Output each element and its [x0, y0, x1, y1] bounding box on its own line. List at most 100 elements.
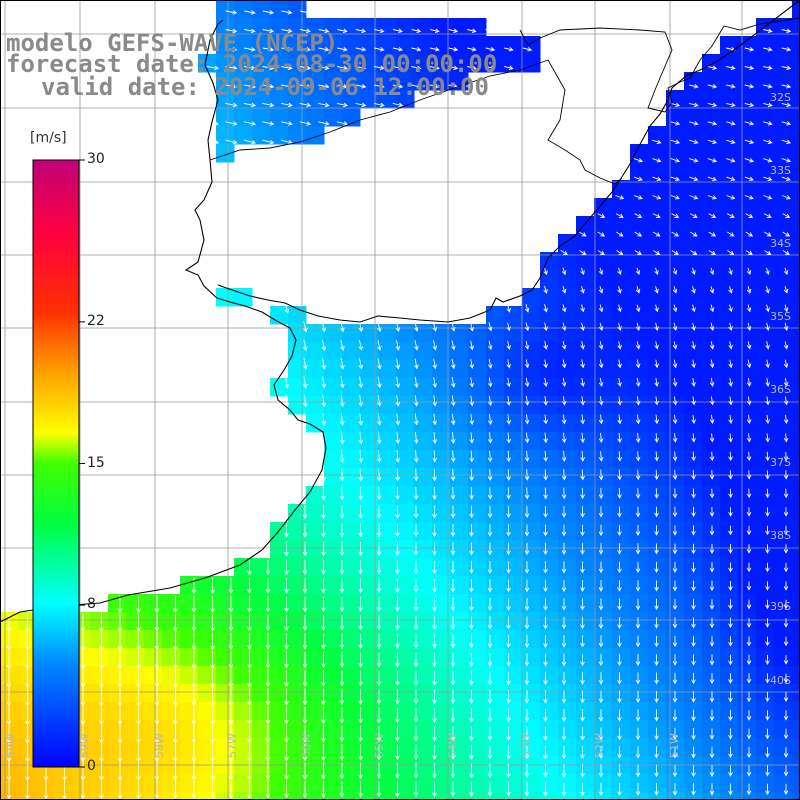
wind-cell [666, 396, 685, 415]
wind-arrow [432, 615, 437, 631]
wind-arrow [191, 724, 197, 744]
wind-arrow [522, 46, 533, 52]
wind-cell [684, 774, 703, 793]
wind-arrow [299, 65, 312, 71]
wind-arrow [670, 158, 681, 163]
wind-cell [738, 594, 757, 613]
wind-cell [756, 558, 775, 577]
wind-arrow [617, 304, 622, 313]
wind-arrow [709, 709, 715, 722]
wind-cell [432, 666, 451, 685]
wind-cell [342, 378, 361, 397]
wind-arrow [709, 599, 715, 610]
wind-arrow [763, 158, 773, 163]
wind-arrow [635, 598, 641, 611]
wind-cell [792, 198, 800, 217]
wind-cell [738, 234, 757, 253]
wind-cell [720, 36, 739, 55]
wind-cell [594, 468, 613, 487]
wind-arrow [80, 632, 86, 651]
wind-arrow [670, 102, 681, 108]
wind-arrow [413, 542, 419, 556]
wind-cell [450, 738, 469, 757]
wind-cell [576, 342, 595, 361]
wind-cell [774, 486, 793, 505]
wind-cell [414, 378, 433, 397]
wind-cell [342, 504, 361, 523]
wind-cell [756, 306, 775, 325]
wind-arrow [617, 341, 622, 350]
wind-cell [738, 306, 757, 325]
wind-arrow [262, 28, 275, 34]
wind-arrow [414, 358, 419, 370]
wind-arrow [634, 231, 643, 237]
latitude-label: 34S [770, 237, 791, 250]
wind-cell [774, 648, 793, 667]
wind-arrow [262, 102, 275, 108]
wind-cell [378, 360, 397, 379]
wind-cell [576, 288, 595, 307]
wind-cell [756, 414, 775, 433]
wind-cell [396, 450, 415, 469]
wind-arrow [284, 559, 289, 576]
wind-cell [558, 702, 577, 721]
wind-arrow [321, 541, 326, 557]
wind-arrow [506, 542, 511, 556]
wind-arrow [782, 231, 791, 237]
wind-arrow [487, 579, 493, 593]
wind-arrow [210, 669, 215, 688]
wind-arrow [598, 304, 604, 313]
wind-cell [504, 648, 523, 667]
wind-arrow [561, 414, 567, 425]
wind-arrow [395, 689, 400, 705]
wind-arrow [746, 470, 752, 480]
wind-cell [108, 774, 127, 793]
wind-arrow [745, 231, 754, 237]
wind-cell [702, 360, 721, 379]
wind-arrow [265, 633, 271, 650]
wind-cell [432, 774, 451, 793]
wind-cell [738, 738, 757, 757]
wind-cell [396, 648, 415, 667]
wind-arrow [728, 636, 733, 647]
wind-arrow [243, 121, 257, 126]
wind-arrow [173, 669, 178, 688]
wind-arrow [206, 139, 220, 145]
wind-arrow [451, 340, 456, 351]
wind-arrow [173, 705, 178, 726]
wind-cell [576, 378, 595, 397]
wind-arrow [469, 782, 474, 797]
wind-cell [792, 306, 800, 325]
wind-cell [468, 18, 487, 37]
wind-arrow [302, 706, 308, 725]
wind-arrow [355, 28, 367, 34]
wind-cell [648, 288, 667, 307]
wind-arrow [783, 304, 789, 313]
wind-arrow [136, 669, 141, 688]
wind-arrow [580, 469, 585, 481]
wind-arrow [284, 596, 289, 613]
wind-cell [414, 486, 433, 505]
wind-cell [108, 666, 127, 685]
wind-cell [756, 522, 775, 541]
wind-cell [612, 216, 631, 235]
wind-arrow [339, 688, 345, 706]
wind-arrow [99, 668, 104, 689]
wind-cell [72, 774, 91, 793]
longitude-label: 60W [4, 733, 17, 758]
wind-arrow [615, 231, 624, 237]
wind-cell [702, 576, 721, 595]
wind-arrow [303, 321, 308, 333]
wind-arrow [783, 451, 789, 462]
wind-cell [774, 414, 793, 433]
wind-cell [396, 630, 415, 649]
wind-arrow [709, 543, 715, 555]
wind-cell [450, 684, 469, 703]
wind-arrow [228, 743, 234, 762]
wind-arrow [506, 505, 511, 519]
wind-arrow [709, 562, 715, 573]
wind-arrow [580, 451, 585, 462]
wind-arrow [284, 302, 290, 314]
wind-cell [684, 180, 703, 199]
wind-cell [702, 162, 721, 181]
